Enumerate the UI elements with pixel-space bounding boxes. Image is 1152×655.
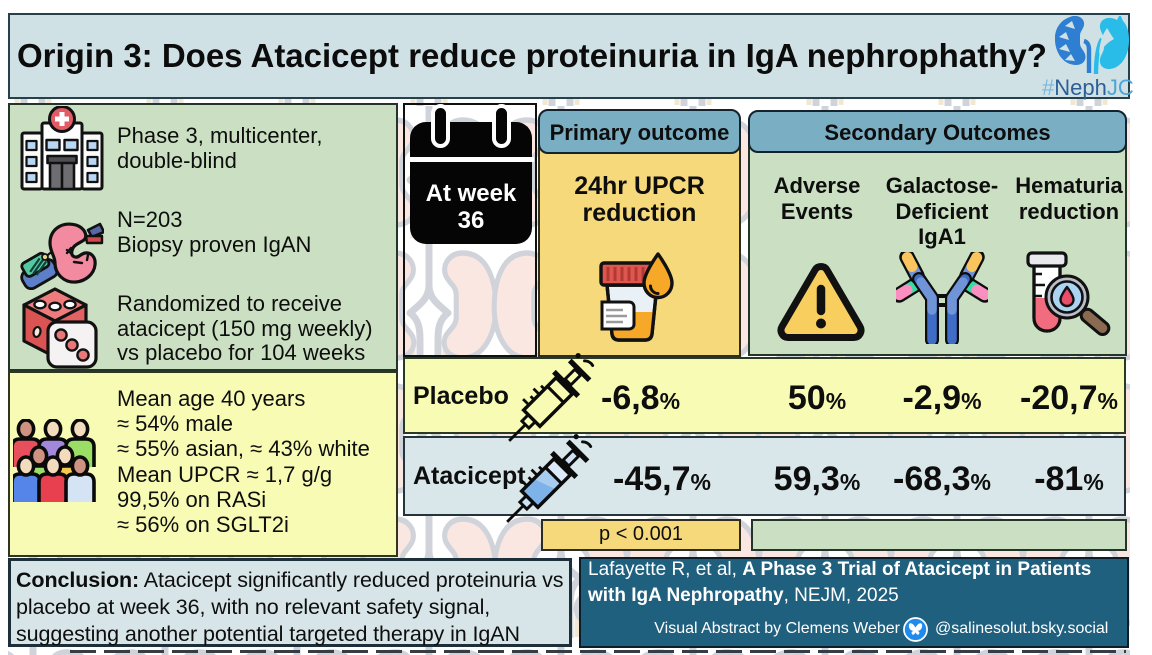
svg-text:36: 36	[458, 207, 485, 234]
svg-text:At week: At week	[426, 180, 517, 207]
